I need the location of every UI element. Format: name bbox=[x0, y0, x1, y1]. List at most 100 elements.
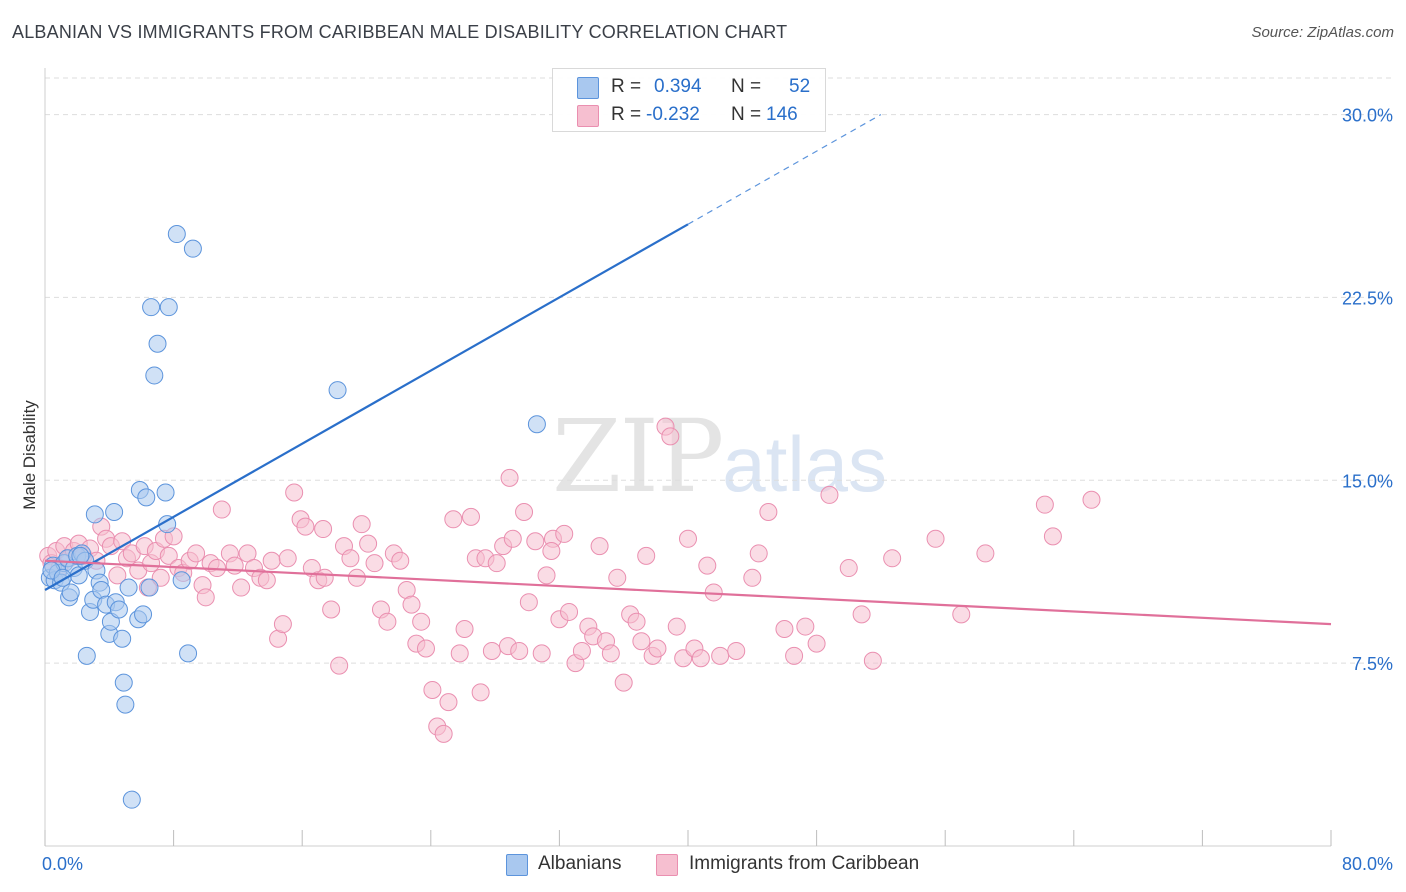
legend-swatch-pink bbox=[577, 105, 599, 127]
legend-swatch-blue bbox=[577, 77, 599, 99]
caribbean-point bbox=[743, 568, 762, 587]
legend-r-label: R = bbox=[611, 76, 642, 97]
y-tick-label: 7.5% bbox=[1352, 654, 1393, 674]
caribbean-point bbox=[359, 534, 378, 553]
caribbean-point bbox=[347, 568, 366, 587]
caribbean-point bbox=[196, 588, 215, 607]
watermark-atlas: atlas bbox=[722, 420, 888, 508]
caribbean-point bbox=[257, 571, 276, 590]
caribbean-point bbox=[590, 537, 609, 556]
albanian-point bbox=[148, 334, 167, 353]
caribbean-point bbox=[796, 617, 815, 636]
correlation-legend: R = 0.394 N = 52 R = -0.232 N = 146 bbox=[552, 68, 826, 132]
axis-layer bbox=[44, 68, 1332, 847]
albanian-point bbox=[61, 583, 80, 602]
albanian-point bbox=[114, 673, 133, 692]
source-label: Source: ZipAtlas.com bbox=[1251, 24, 1394, 41]
albanian-point bbox=[172, 571, 191, 590]
caribbean-points bbox=[39, 417, 1101, 743]
caribbean-point bbox=[232, 578, 251, 597]
albanians-swatch bbox=[506, 854, 528, 876]
albanian-point bbox=[140, 578, 159, 597]
caribbean-point bbox=[352, 515, 371, 534]
legend-r-value: -0.232 bbox=[646, 104, 700, 125]
caribbean-point bbox=[330, 656, 349, 675]
legend-r-label: R = bbox=[611, 104, 642, 125]
legend-n-value: 146 bbox=[766, 104, 798, 125]
y-tick-label: 22.5% bbox=[1342, 288, 1393, 308]
caribbean-point bbox=[262, 551, 281, 570]
caribbean-point bbox=[322, 600, 341, 619]
caribbean-point bbox=[560, 602, 579, 621]
legend-n-label: N = bbox=[731, 104, 762, 125]
albanian-point bbox=[105, 502, 124, 521]
legend-n-label: N = bbox=[731, 76, 762, 97]
albanian-trendline-extension bbox=[687, 114, 882, 225]
caribbean-point bbox=[471, 683, 490, 702]
caribbean-point bbox=[482, 641, 501, 660]
caribbean-point bbox=[820, 485, 839, 504]
albanian-point bbox=[77, 646, 96, 665]
albanian-point bbox=[167, 225, 186, 244]
caribbean-point bbox=[402, 595, 421, 614]
caribbean-point bbox=[775, 620, 794, 639]
caribbean-point bbox=[1043, 527, 1062, 546]
caribbean-point bbox=[667, 617, 686, 636]
caribbean-swatch bbox=[656, 854, 678, 876]
caribbean-point bbox=[1082, 490, 1101, 509]
caribbean-point bbox=[749, 544, 768, 563]
caribbean-point bbox=[661, 427, 680, 446]
y-axis-title: Male Disability bbox=[20, 400, 39, 510]
albanian-point bbox=[119, 578, 138, 597]
caribbean-point bbox=[637, 546, 656, 565]
caribbean-point bbox=[926, 529, 945, 548]
label-layer: 7.5% 15.0% 22.5% 30.0% 0.0% 80.0% Male Disabil… bbox=[20, 106, 1393, 874]
caribbean-point bbox=[285, 483, 304, 502]
caribbean-point bbox=[952, 605, 971, 624]
caribbean-point bbox=[273, 615, 292, 634]
legend-row-albanians: R = 0.394 N = 52 bbox=[553, 73, 825, 101]
albanian-point bbox=[134, 605, 153, 624]
caribbean-point bbox=[759, 502, 778, 521]
albanian-point bbox=[142, 298, 161, 317]
caribbean-point bbox=[785, 646, 804, 665]
caribbean-point bbox=[515, 502, 534, 521]
caribbean-point bbox=[444, 510, 463, 529]
caribbean-point bbox=[807, 634, 826, 653]
caribbean-point bbox=[378, 612, 397, 631]
caribbean-point bbox=[691, 649, 710, 668]
caribbean-point bbox=[572, 641, 591, 660]
caribbean-point bbox=[278, 549, 297, 568]
caribbean-point bbox=[450, 644, 469, 663]
caribbean-trendline bbox=[44, 559, 1332, 626]
albanian-point bbox=[183, 239, 202, 258]
caribbean-point bbox=[365, 554, 384, 573]
caribbean-point bbox=[519, 593, 538, 612]
caribbean-point bbox=[439, 693, 458, 712]
albanian-point bbox=[156, 483, 175, 502]
albanian-point bbox=[145, 366, 164, 385]
caribbean-point bbox=[839, 559, 858, 578]
caribbean-point bbox=[510, 641, 529, 660]
albanian-points bbox=[40, 225, 546, 809]
albanian-point bbox=[179, 644, 198, 663]
caribbean-point bbox=[863, 651, 882, 670]
albanian-point bbox=[85, 505, 104, 524]
caribbean-point bbox=[461, 507, 480, 526]
caribbean-point bbox=[108, 566, 127, 585]
caribbean-point bbox=[423, 680, 442, 699]
caribbean-point bbox=[434, 724, 453, 743]
albanian-point bbox=[113, 629, 132, 648]
caribbean-point bbox=[341, 549, 360, 568]
caribbean-point bbox=[296, 517, 315, 536]
albanian-point bbox=[71, 546, 90, 565]
y-tick-label: 30.0% bbox=[1342, 106, 1393, 126]
caribbean-point bbox=[976, 544, 995, 563]
albanian-point bbox=[109, 600, 128, 619]
albanian-point bbox=[116, 695, 135, 714]
x-tick-label: 0.0% bbox=[42, 854, 83, 874]
caribbean-point bbox=[225, 556, 244, 575]
caribbean-point bbox=[1035, 495, 1054, 514]
caribbean-point bbox=[648, 639, 667, 658]
